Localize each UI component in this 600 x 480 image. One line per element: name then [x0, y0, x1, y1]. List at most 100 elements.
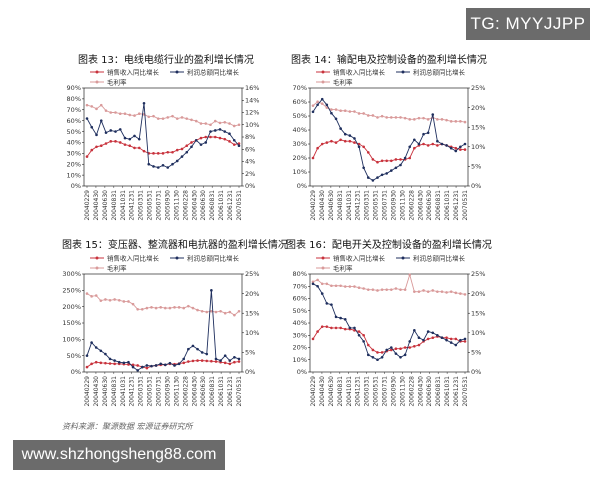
- series-point: [194, 138, 198, 142]
- left-axis-tick-label: 250%: [62, 287, 81, 295]
- series-line: [86, 290, 240, 371]
- series-point: [237, 142, 241, 145]
- series-point: [454, 120, 458, 123]
- series-point: [426, 144, 430, 147]
- series-point: [154, 364, 158, 367]
- series-point: [194, 119, 198, 123]
- series-point: [136, 364, 139, 367]
- series-point: [436, 139, 439, 143]
- series-point: [449, 337, 453, 341]
- series-point: [440, 142, 444, 146]
- plot-frame: [83, 273, 243, 373]
- x-axis-tick-label: 20040430: [93, 376, 100, 407]
- series-point: [128, 144, 132, 148]
- series-point: [213, 129, 217, 132]
- plot-frame: [83, 87, 243, 187]
- series-point: [385, 288, 388, 291]
- chart-title-16: 图表 16：配电开关及控制设备的盈利增长情况: [286, 240, 492, 251]
- series-point: [417, 142, 421, 146]
- left-axis-tick-label: 10%: [293, 168, 307, 176]
- right-axis-tick-label: 15%: [245, 309, 259, 317]
- series-point: [431, 142, 435, 146]
- series-point: [223, 311, 227, 315]
- series-point: [156, 152, 160, 155]
- x-axis-tick-label: 20061031: [218, 190, 225, 221]
- series-point: [187, 304, 190, 308]
- series-point: [140, 365, 144, 369]
- x-axis-tick-label: 20041031: [346, 190, 353, 221]
- left-axis-tick-label: 10%: [67, 171, 81, 179]
- series-point: [390, 159, 393, 163]
- right-axis-tick-label: 10%: [245, 329, 259, 337]
- right-axis-tick-label: 14%: [245, 96, 259, 104]
- series-point: [417, 116, 421, 120]
- series-point: [180, 147, 184, 151]
- x-axis-tick-label: 20061231: [453, 376, 460, 407]
- series-point: [114, 111, 117, 114]
- series-point: [90, 148, 94, 152]
- legend-swatch-marker: [95, 80, 99, 84]
- right-axis-tick-label: 8%: [245, 133, 255, 141]
- right-axis-tick-label: 5%: [245, 349, 255, 357]
- x-axis-tick-label: 20060228: [182, 190, 189, 221]
- series-point: [213, 119, 217, 123]
- series-point: [185, 150, 189, 154]
- source-note: 资料来源：聚源数据 宏源证券研究所: [62, 422, 193, 431]
- right-axis-tick-label: 10%: [471, 143, 485, 151]
- left-axis-tick-label: 20%: [67, 160, 81, 168]
- left-axis-tick-label: 60%: [67, 117, 81, 125]
- series-point: [122, 300, 126, 303]
- left-axis-tick-label: 0%: [71, 368, 81, 376]
- series-point: [127, 300, 130, 303]
- series-point: [85, 117, 89, 120]
- series-point: [408, 346, 412, 349]
- x-axis-tick-label: 20051130: [399, 376, 406, 407]
- left-axis-tick-label: 60%: [293, 98, 307, 106]
- series-point: [94, 346, 98, 349]
- series-point: [95, 133, 98, 137]
- series-point: [127, 360, 130, 364]
- legend-swatch-marker: [95, 70, 99, 74]
- series-point: [403, 353, 407, 357]
- series-point: [223, 137, 227, 141]
- series-point: [320, 292, 324, 295]
- left-axis-tick-label: 70%: [67, 106, 81, 114]
- series-point: [348, 110, 352, 113]
- series-point: [343, 285, 347, 288]
- left-axis-tick-label: 150%: [62, 319, 81, 327]
- series-point: [85, 155, 89, 158]
- series-point: [380, 288, 384, 291]
- series-point: [413, 118, 416, 121]
- x-axis-tick-label: 20061031: [444, 376, 451, 407]
- series-line: [312, 273, 466, 295]
- x-axis-tick-label: 20060228: [182, 376, 189, 407]
- series-point: [330, 108, 333, 111]
- x-axis-tick-label: 20060831: [435, 190, 442, 221]
- x-axis-tick-label: 20070531: [462, 190, 469, 221]
- series-point: [90, 105, 94, 108]
- series-point: [408, 273, 412, 277]
- series-point: [161, 117, 165, 120]
- series-point: [408, 118, 412, 121]
- series-point: [95, 107, 98, 111]
- series-point: [161, 164, 165, 167]
- series-point: [334, 315, 338, 319]
- series-point: [376, 289, 379, 292]
- series-point: [426, 118, 430, 121]
- series-point: [118, 141, 122, 144]
- series-point: [422, 142, 425, 146]
- series-point: [413, 146, 416, 150]
- legend-entry: 销售收入同比增长: [333, 253, 386, 262]
- series-point: [175, 159, 179, 163]
- series-point: [209, 123, 212, 127]
- left-axis-tick-label: 60%: [293, 295, 307, 303]
- series-point: [366, 288, 370, 291]
- series-point: [380, 159, 384, 163]
- series-point: [390, 169, 393, 172]
- series-point: [147, 115, 151, 119]
- series-point: [114, 140, 117, 143]
- series-point: [311, 280, 315, 284]
- series-point: [394, 116, 398, 119]
- series-point: [426, 131, 430, 135]
- right-axis-tick-label: 0%: [471, 368, 481, 376]
